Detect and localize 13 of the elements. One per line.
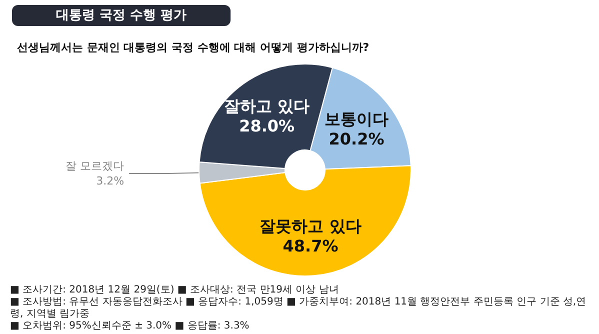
text: ■ 오차범위: 95%신뢰수준 ± 3.0% ■ 응답률: 3.3%: [10, 320, 250, 332]
data-label: 28.0%: [239, 116, 295, 136]
data-label: 20.2%: [328, 129, 384, 148]
chart-subtitle: 선생님께서는 문재인 대통령의 국정 수행에 대해 어떻게 평가하십니까?: [17, 41, 370, 54]
text: ■ 조사기간: 2018년 12월 29일(토) ■ 조사대상: 전국 만19세 이상 남녀: [10, 284, 339, 296]
slice-label: 잘 모르겠다: [66, 159, 124, 172]
slice-label: 잘못하고 있다: [260, 216, 362, 236]
text: ■ 조사방법: 유무선 자동응답전화조사 ■ 응답자수: 1,059명 ■ 가중치부여: 2018년 11월 행정안전부 주민등록 인구 기준 성,연령, 지역별 림가중: [10, 296, 586, 320]
data-label: 3.2%: [96, 174, 124, 188]
slice-label: 보통이다: [324, 109, 389, 128]
data-label: 48.7%: [282, 236, 338, 256]
chart-title: 대통령 국정 수행 평가: [56, 8, 187, 23]
slice-label: 잘하고 있다: [224, 96, 310, 116]
